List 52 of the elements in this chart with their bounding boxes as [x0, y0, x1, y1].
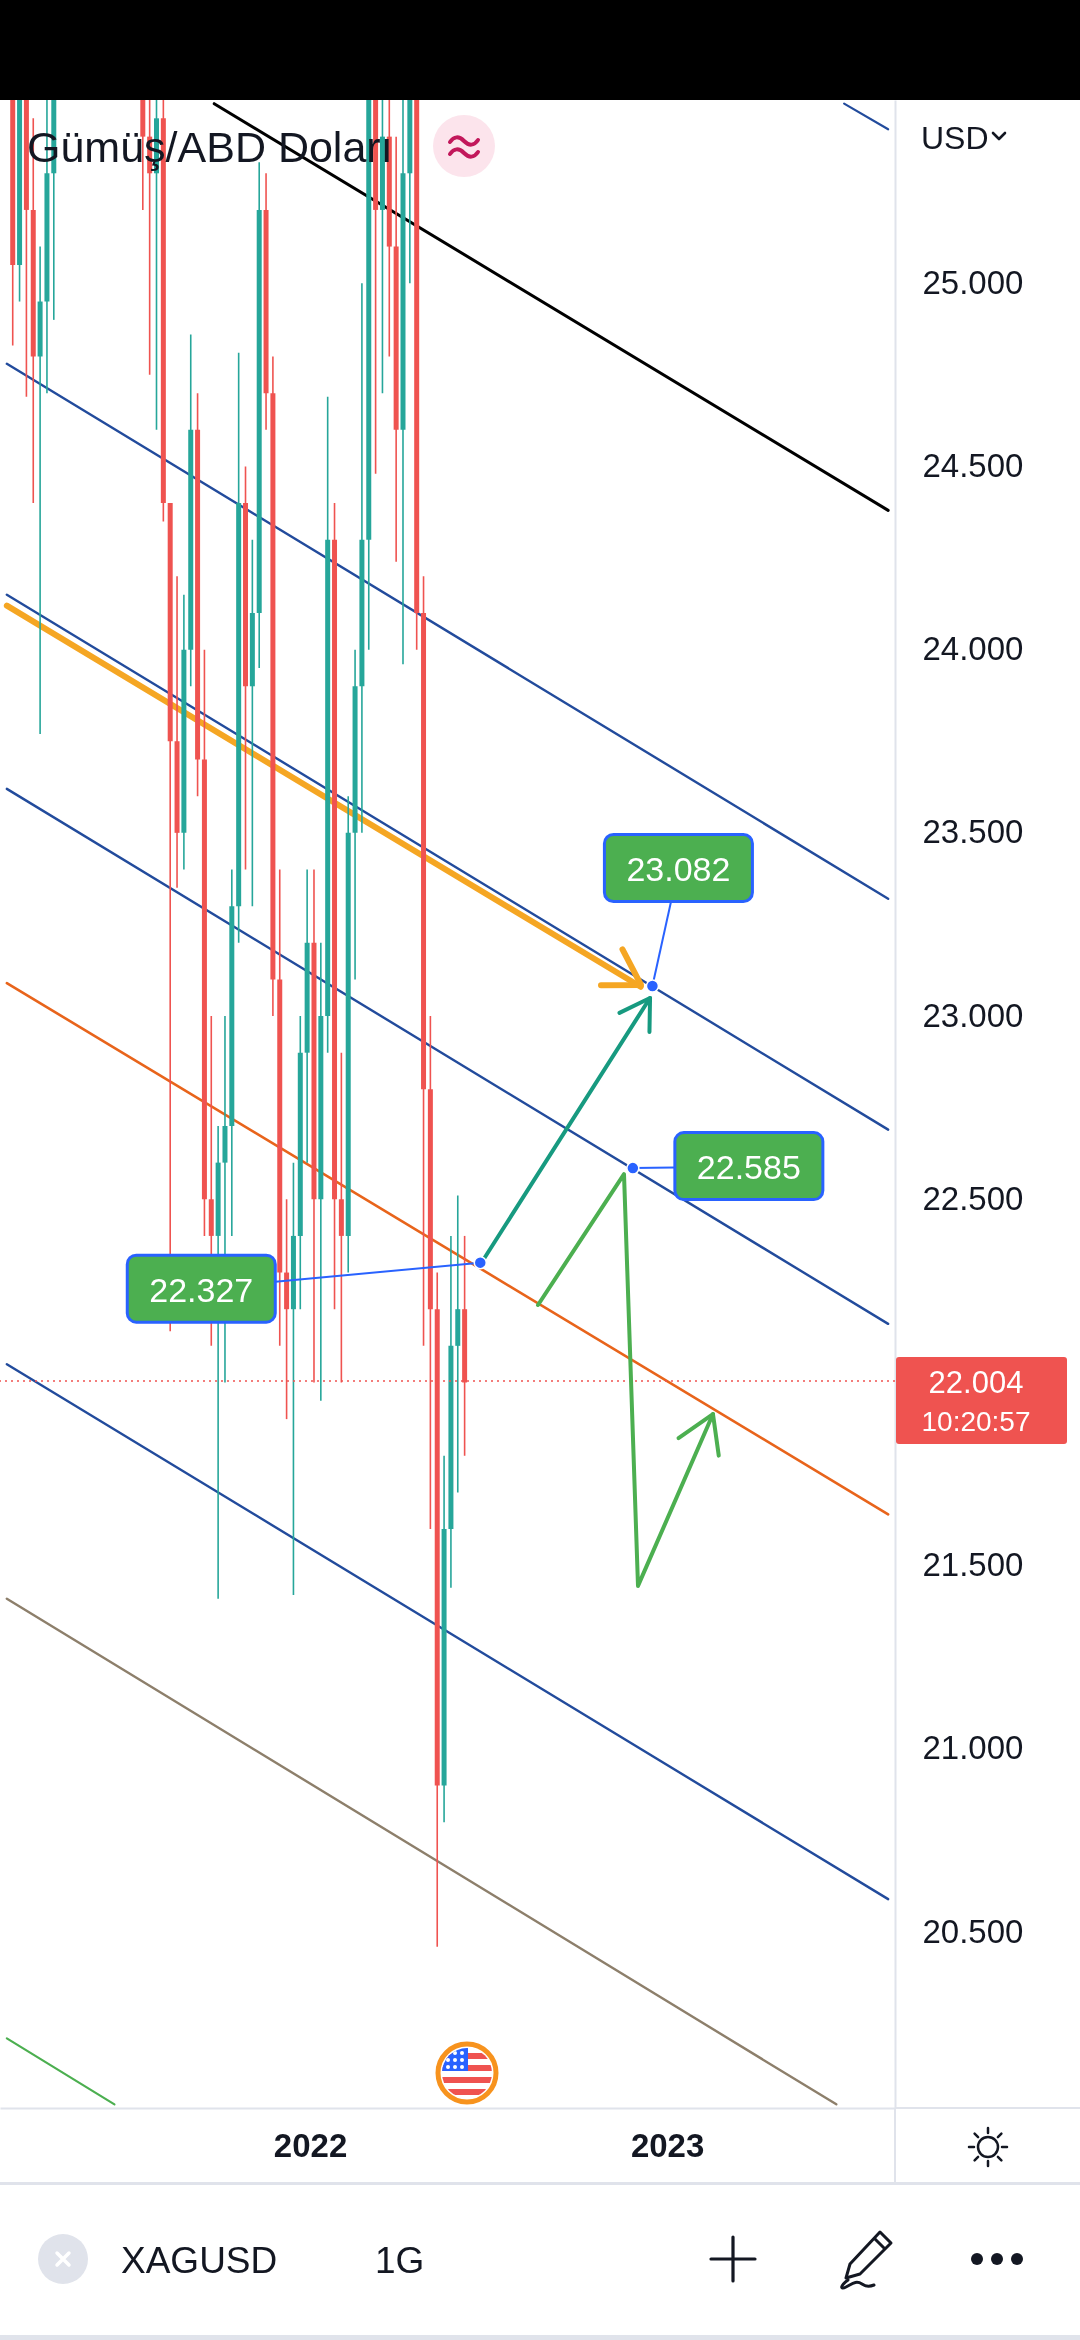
candlestick [201, 648, 207, 1237]
candlestick [393, 135, 399, 563]
y-tick-label: 20.500 [922, 1912, 1024, 1950]
y-tick-label: 23.000 [922, 996, 1024, 1034]
candlestick [297, 1015, 303, 1310]
candlestick [181, 593, 187, 871]
candlestick [277, 868, 283, 1347]
text: XAGUSD [121, 2240, 278, 2281]
candlestick [37, 245, 43, 735]
y-tick-label: 24.500 [922, 446, 1024, 484]
candlestick [332, 502, 338, 1310]
annotation: 23.082 [626, 850, 731, 889]
candlestick [407, 100, 413, 285]
candlestick [236, 352, 242, 944]
annotation: 22.327 [149, 1270, 254, 1309]
candlestick [352, 648, 358, 981]
text: 1G [375, 2240, 425, 2281]
candlestick [188, 333, 194, 688]
text: 10:20:57 [921, 1405, 1031, 1437]
candlestick [17, 100, 23, 303]
x-tick-label: 2023 [630, 2126, 705, 2164]
candlestick [318, 941, 324, 1402]
y-tick-label: 24.000 [922, 630, 1024, 668]
candlestick [441, 1454, 447, 1823]
candlestick [345, 795, 351, 1274]
candlestick [229, 868, 235, 1237]
candlestick [195, 392, 201, 797]
y-tick-label: 25.000 [922, 263, 1024, 301]
y-tick-label: 23.500 [922, 813, 1024, 851]
candlestick [263, 172, 269, 431]
candlestick [270, 355, 276, 1017]
annotation: 22.585 [696, 1148, 801, 1187]
x-tick-label: 2022 [273, 2126, 348, 2164]
ref-line-label: 22.004 [928, 1364, 1024, 1400]
y-tick-label: 22.500 [922, 1179, 1024, 1217]
candlestick [23, 100, 29, 398]
candlestick [400, 100, 406, 666]
candlestick [304, 868, 310, 1164]
candlestick [421, 575, 427, 1347]
candlestick [455, 1194, 461, 1494]
y-tick-label: 21.500 [922, 1546, 1024, 1584]
y-axis-title: USD [921, 120, 989, 156]
candlestick [10, 100, 16, 347]
candlestick [243, 465, 249, 871]
y-tick-label: 21.000 [922, 1729, 1024, 1767]
candlestick [359, 282, 365, 834]
candlestick [325, 396, 331, 1054]
candlestick [290, 1161, 296, 1596]
candlestick [414, 100, 420, 651]
candlestick [249, 538, 255, 907]
candlestick [448, 1235, 454, 1589]
candlestick [174, 575, 180, 889]
